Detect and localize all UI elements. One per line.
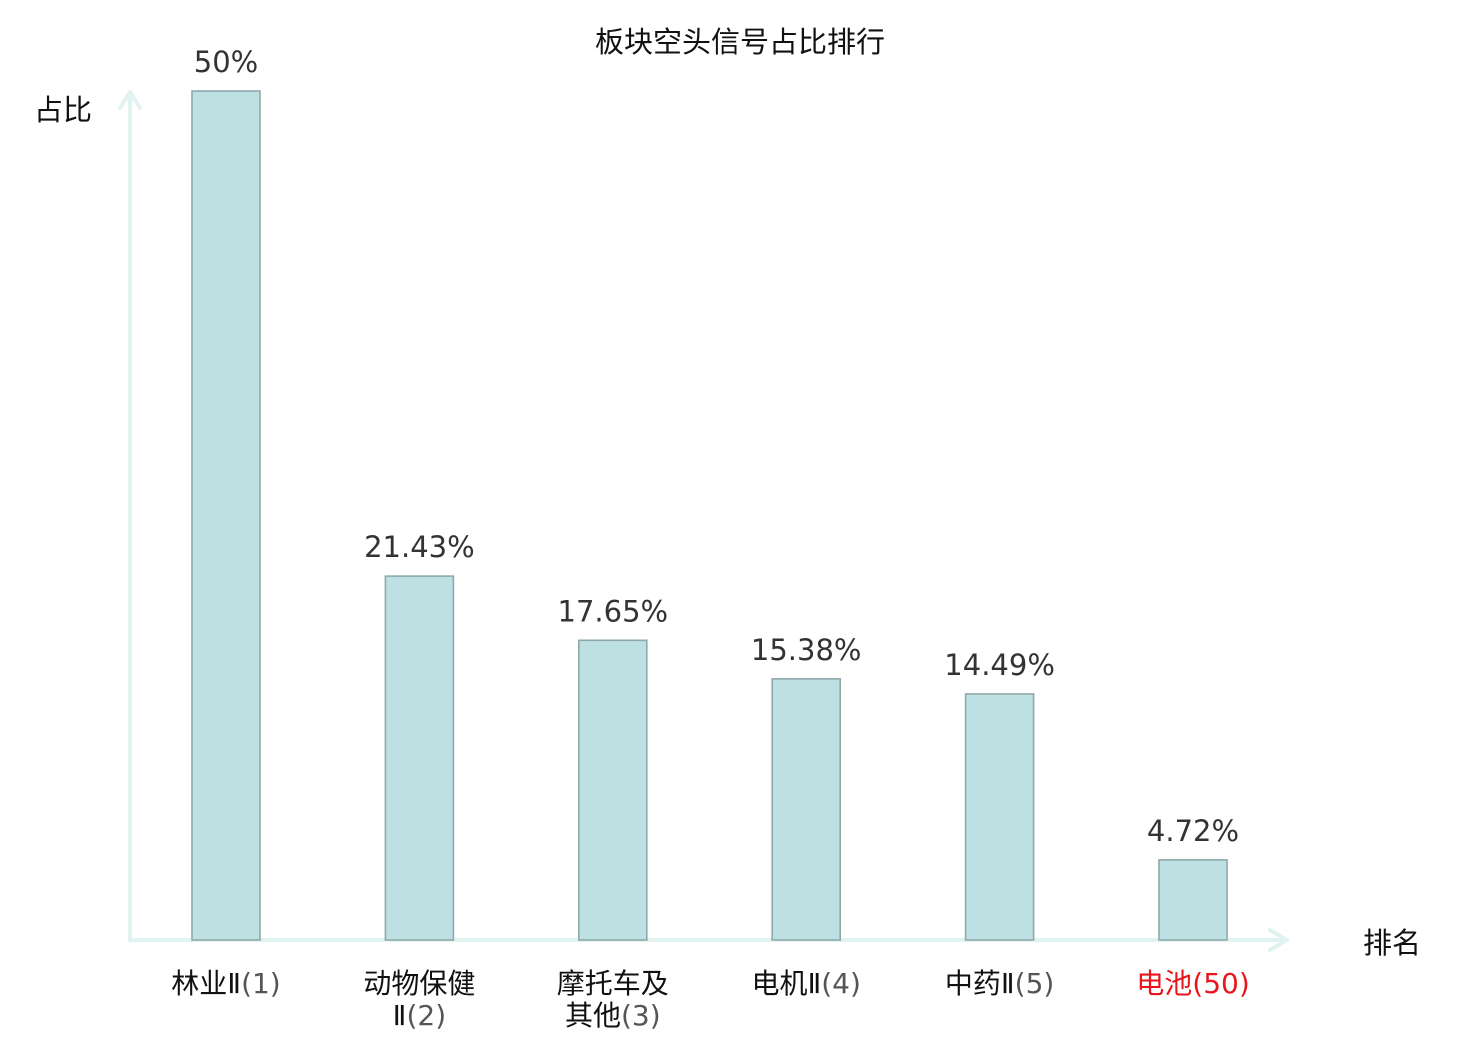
x-tick-label: 动物保健 Ⅱ(2) <box>363 967 475 1032</box>
bar <box>964 693 1035 941</box>
bar-value-label: 50% <box>194 45 258 79</box>
tick-label-line: 电池 <box>1136 967 1192 1000</box>
bar <box>771 678 842 941</box>
tick-label-line: 中药Ⅱ <box>945 967 1015 1000</box>
bars-group <box>191 90 1228 941</box>
x-axis-label: 排名 <box>1363 926 1421 960</box>
bar <box>384 575 455 941</box>
x-tick-label: 摩托车及其他(3) <box>557 967 669 1032</box>
tick-label-line: 动物保健 <box>363 967 475 1000</box>
tick-label-line: 林业Ⅱ <box>171 967 241 1000</box>
x-tick-label: 林业Ⅱ(1) <box>171 967 280 1000</box>
bar-value-label: 21.43% <box>364 530 475 564</box>
tick-label-rank: (1) <box>241 967 281 1000</box>
bar <box>1158 859 1228 941</box>
tick-label-rank: (50) <box>1192 967 1249 1000</box>
tick-label-rank: (4) <box>821 967 861 1000</box>
x-axis-line <box>128 928 1289 952</box>
bar-value-label: 15.38% <box>751 633 862 667</box>
x-tick-label: 电池(50) <box>1136 967 1250 1000</box>
chart-title: 板块空头信号占比排行 <box>595 25 885 59</box>
tick-label-line: 电机Ⅱ <box>751 967 821 1000</box>
y-axis-line <box>118 90 142 942</box>
tick-label-line: 摩托车及 <box>557 967 669 1000</box>
tick-label-rank: (5) <box>1015 967 1055 1000</box>
tick-label-line: 其他 <box>565 999 621 1032</box>
bar-value-label: 14.49% <box>944 648 1055 682</box>
x-tick-labels-group: 林业Ⅱ(1) 动物保健 Ⅱ(2) 摩托车及其他(3) 电机Ⅱ(4) 中药Ⅱ(5) 电池(50… <box>171 967 1249 1032</box>
bar-value-label: 4.72% <box>1147 814 1239 848</box>
tick-label-rank: (3) <box>621 999 661 1032</box>
x-tick-label: 电机Ⅱ(4) <box>751 967 860 1000</box>
bar <box>577 639 648 941</box>
tick-label-rank: (2) <box>406 999 446 1032</box>
value-labels-group: 50% 21.43% 17.65% 15.38% 14.49% 4.72% <box>194 45 1239 848</box>
bar-value-label: 17.65% <box>558 594 669 628</box>
bar <box>191 90 261 941</box>
x-tick-label: 中药Ⅱ(5) <box>945 967 1054 1000</box>
y-axis-label: 占比 <box>34 93 92 127</box>
tick-label-line: Ⅱ <box>393 999 407 1032</box>
